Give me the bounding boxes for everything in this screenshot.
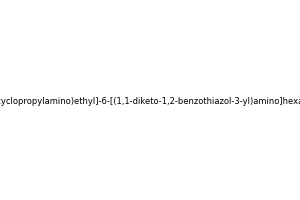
Text: N-[2-(cyclopropylamino)ethyl]-6-[(1,1-diketo-1,2-benzothiazol-3-yl)amino]hexanam: N-[2-(cyclopropylamino)ethyl]-6-[(1,1-di… — [0, 97, 300, 106]
